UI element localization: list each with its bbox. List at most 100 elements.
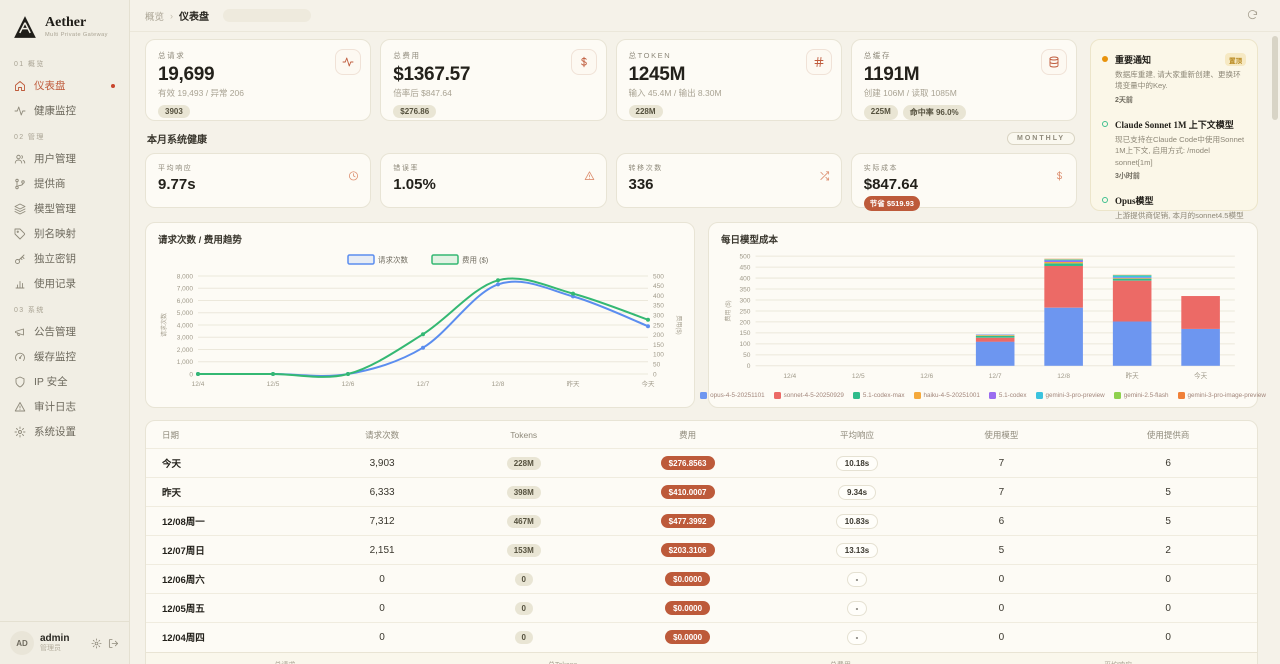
sidebar-section: 02 管理 用户管理 提供商 模型管理 别名映射: [10, 132, 119, 296]
dollar-icon: [1054, 168, 1065, 186]
sidebar-item-layers[interactable]: 模型管理: [10, 196, 119, 221]
legend-swatch: [988, 392, 996, 400]
legend-item[interactable]: 5.1-codex: [988, 392, 1027, 400]
active-dot: [111, 83, 115, 88]
sidebar-item-tag[interactable]: 别名映射: [10, 221, 119, 246]
sidebar-item-users[interactable]: 用户管理: [10, 146, 119, 171]
legend-label: gemini-2.5-flash: [1123, 392, 1169, 400]
refresh-icon[interactable]: [1247, 10, 1258, 21]
legend-item[interactable]: opus-4-5-20251101: [700, 392, 765, 400]
sidebar-item-gauge[interactable]: 缓存监控: [10, 344, 119, 369]
cell-requests: 2,151: [301, 535, 463, 565]
sidebar-item-label: 用户管理: [34, 153, 76, 165]
summary-label: 总Tokens: [424, 660, 702, 664]
legend-item[interactable]: gemini-3-pro-preview: [1035, 392, 1105, 400]
header: 概览 › 仪表盘: [130, 0, 1280, 32]
sidebar-item-dashboard[interactable]: 仪表盘: [10, 73, 119, 98]
sidebar-item-label: 健康监控: [34, 105, 76, 117]
logout-icon[interactable]: [108, 638, 119, 649]
sidebar-item-activity[interactable]: 健康监控: [10, 98, 119, 123]
cell-date: 今天: [146, 448, 302, 478]
period-toggle[interactable]: MONTHLY: [1007, 132, 1075, 145]
layers-icon: [14, 203, 26, 215]
notification-item[interactable]: 重要通知 置顶 数据库重建, 请大家重新创建、更换环境变量中的Key. 2天前: [1102, 53, 1246, 105]
sidebar-item-alert-triangle[interactable]: 审计日志: [10, 394, 119, 419]
legend-item[interactable]: haiku-4-5-20251001: [913, 392, 980, 400]
scrollbar[interactable]: [1272, 36, 1278, 120]
stat-badge: 3903: [158, 105, 190, 118]
gauge-icon: [14, 351, 26, 363]
stat-sub: 输入 45.4M / 输出 8.30M: [628, 88, 722, 98]
stat-label: 总TOKEN: [628, 51, 672, 60]
notification-item[interactable]: Claude Sonnet 1M 上下文模型 现已支持在Claude Code中…: [1102, 118, 1246, 181]
cell-providers: 0: [1079, 564, 1257, 594]
summary-cell: 总请求 19,699: [146, 660, 424, 664]
svg-text:1,000: 1,000: [177, 359, 194, 366]
table-header-cell: 平均响应: [840, 430, 875, 440]
cell-date: 12/07周日: [146, 535, 302, 565]
summary-label: 总费用: [702, 660, 980, 664]
settings-icon: [14, 426, 26, 438]
activity-icon: [335, 49, 362, 75]
cell-providers: 0: [1079, 593, 1257, 623]
breadcrumb-root[interactable]: 概览: [145, 11, 165, 23]
svg-text:12/7: 12/7: [417, 381, 430, 388]
settings-icon[interactable]: [91, 638, 102, 649]
cell-models: 7: [923, 477, 1080, 507]
legend-item[interactable]: 5.1-codex-max: [852, 392, 905, 400]
cell-latency: 10.83s: [790, 506, 924, 536]
table-row: 12/05周五 0 0 $0.0000 - 0 0: [146, 593, 1257, 623]
shield-icon: [14, 376, 26, 388]
cell-providers: 2: [1079, 535, 1257, 565]
legend-swatch: [1177, 392, 1185, 400]
alert-triangle-icon: [584, 168, 595, 186]
legend-item[interactable]: gemini-2.5-flash: [1113, 392, 1169, 400]
stat-sub: 有效 19,493 / 异常 206: [158, 88, 244, 98]
sidebar-item-settings[interactable]: 系统设置: [10, 419, 119, 444]
cell-cost: $477.3992: [584, 506, 791, 536]
svg-text:昨天: 昨天: [567, 379, 581, 388]
sidebar-item-megaphone[interactable]: 公告管理: [10, 319, 119, 344]
svg-text:请求次数: 请求次数: [160, 313, 168, 337]
app-logo[interactable]: Aether Multi Private Gateway: [10, 12, 119, 50]
stat-cards: 总请求 19,699 有效 19,493 / 异常 206 3903 总费用 $…: [145, 39, 1077, 121]
aether-logo-icon: [12, 14, 38, 40]
svg-text:2,000: 2,000: [177, 347, 194, 354]
sidebar-nav: 01 概览 仪表盘 健康监控 02 管理 用户管理 提供商: [10, 50, 119, 444]
sidebar-item-shield[interactable]: IP 安全: [10, 369, 119, 394]
svg-text:0: 0: [747, 363, 751, 370]
table-row: 12/07周日 2,151 153M $203.3106 13.13s 5 2: [146, 535, 1257, 565]
sidebar-item-label: 缓存监控: [34, 351, 76, 363]
sidebar-item-git-branch[interactable]: 提供商: [10, 171, 119, 196]
legend-swatch: [913, 392, 921, 400]
daily-stats-table: 日期 请求次数 Tokens 费用 平均响应 使用模型 使用提供商 今天 3,903 228…: [146, 421, 1257, 652]
table-row: 12/08周一 7,312 467M $477.3992 10.83s 6 5: [146, 506, 1257, 536]
svg-text:12/6: 12/6: [920, 373, 933, 380]
sidebar-item-label: IP 安全: [34, 376, 68, 388]
legend-item[interactable]: gemini-3-pro-image-preview: [1177, 392, 1266, 400]
legend-label: haiku-4-5-20251001: [923, 392, 980, 400]
pinned-badge: 置顶: [1225, 53, 1246, 66]
health-value: 1.05%: [393, 176, 436, 193]
cell-latency: 9.34s: [790, 477, 924, 507]
git-branch-icon: [14, 178, 26, 190]
sidebar-item-label: 系统设置: [34, 426, 76, 438]
sidebar-item-bar-chart[interactable]: 使用记录: [10, 271, 119, 296]
app-subtitle: Multi Private Gateway: [45, 32, 108, 39]
legend-swatch: [773, 392, 781, 400]
legend-item[interactable]: sonnet-4-5-20250929: [773, 392, 844, 400]
sidebar-item-key[interactable]: 独立密钥: [10, 246, 119, 271]
key-icon: [14, 253, 26, 265]
table-row: 昨天 6,333 398M $410.0007 9.34s 7 5: [146, 477, 1257, 507]
cell-latency: -: [790, 564, 924, 594]
summary-label: 平均响应: [979, 660, 1257, 664]
breadcrumb-separator-icon: ›: [170, 10, 174, 21]
notification-time: 2天前: [1115, 96, 1133, 104]
svg-text:200: 200: [739, 319, 750, 326]
notification-dot-icon: [1102, 56, 1108, 62]
table-header-cell: 费用: [679, 430, 697, 440]
cell-cost: $0.0000: [584, 622, 791, 652]
svg-text:400: 400: [739, 275, 750, 282]
bar-chart-icon: [14, 278, 26, 290]
table-header-cell: 请求次数: [365, 430, 400, 440]
